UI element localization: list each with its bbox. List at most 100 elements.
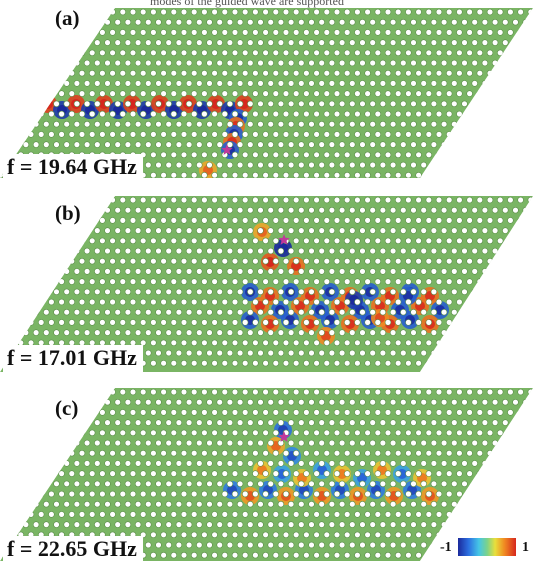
panel-b-lattice-hole (456, 237, 463, 245)
panel-c-lattice-hole (430, 460, 438, 467)
panel-b-lattice-hole (323, 196, 330, 204)
panel-b-lattice-hole (374, 298, 381, 306)
panel-b-lattice-hole (282, 298, 290, 306)
panel-c-lattice-hole (201, 409, 208, 416)
panel-a-lattice-hole (12, 19, 19, 26)
panel-c-lattice-hole (461, 460, 468, 467)
panel-b-lattice-hole (114, 268, 121, 275)
panel-a-lattice-hole (267, 19, 274, 26)
panel-c-lattice-hole (206, 399, 213, 406)
panel-b-lattice-hole (150, 258, 157, 265)
panel-c-lattice-hole (43, 460, 50, 467)
panel-b-field-core (291, 261, 301, 271)
panel-c-lattice-hole (160, 531, 167, 538)
panel-a-lattice-hole (400, 59, 407, 67)
panel-b-lattice-hole (389, 288, 397, 295)
panel-b-lattice-hole (2, 288, 9, 295)
panel-b-lattice-hole (461, 309, 468, 316)
panel-b-lattice-hole (491, 247, 499, 255)
panel-a-lattice-hole (527, 151, 533, 159)
panel-b-lattice-hole (272, 339, 279, 346)
panel-c-lattice-hole (349, 521, 356, 528)
panel-b-lattice-hole (369, 247, 376, 255)
panel-c-lattice-hole (405, 470, 412, 477)
panel-a-lattice-hole (379, 80, 387, 87)
panel-c-lattice-hole (99, 450, 106, 457)
panel-b-lattice-hole (129, 298, 137, 306)
panel-c-lattice-hole (471, 501, 478, 508)
panel-b-lattice-hole (522, 329, 529, 336)
panel-c-lattice-hole (22, 480, 30, 487)
panel-a-lattice-hole (73, 59, 81, 67)
panel-b-lattice-hole (384, 339, 392, 346)
panel-a-lattice-hole (318, 19, 325, 26)
panel-a-lattice-hole (293, 151, 300, 159)
panel-b-lattice-hole (165, 227, 172, 234)
panel-c-lattice-hole (201, 511, 208, 518)
panel-c-lattice-hole (63, 439, 70, 447)
panel-c-lattice-hole (425, 490, 432, 498)
panel-c-lattice-hole (420, 419, 427, 426)
panel-a-lattice-hole (124, 120, 132, 128)
panel-c-lattice-hole (7, 511, 14, 518)
panel-c-lattice-hole (415, 551, 422, 559)
panel-b-lattice-hole (216, 227, 223, 234)
panel-a-lattice-hole (145, 100, 152, 108)
panel-c-lattice-hole (48, 450, 55, 457)
panel-b-lattice-hole (48, 319, 55, 326)
panel-c-lattice-hole (32, 439, 40, 447)
panel-b-lattice-hole (354, 360, 361, 367)
panel-c-lattice-hole (22, 439, 30, 447)
panel-b-lattice-hole (221, 298, 229, 306)
panel-b-lattice-hole (349, 268, 356, 275)
panel-c-lattice-hole (287, 439, 295, 447)
panel-c-lattice-hole (364, 429, 371, 436)
panel-b-lattice-hole (349, 247, 356, 255)
panel-b-lattice-hole (99, 217, 106, 224)
panel-b-lattice-hole (456, 278, 463, 285)
panel-b-lattice-hole (175, 309, 183, 316)
panel-a-lattice-hole (313, 69, 320, 77)
panel-a-lattice-hole (282, 151, 290, 159)
panel-a-lattice-hole (216, 80, 223, 87)
panel-c-lattice-hole (145, 480, 152, 487)
panel-c-lattice-hole (318, 419, 325, 426)
panel-c-lattice-hole (318, 460, 325, 467)
panel-c-lattice-hole (451, 399, 458, 406)
panel-c-lattice-hole (221, 551, 229, 559)
panel-a-lattice-hole (522, 100, 529, 108)
panel-c-lattice-hole (527, 409, 533, 416)
panel-c-lattice-hole (2, 439, 9, 447)
panel-a-lattice-hole (231, 29, 239, 36)
panel-a-lattice-hole (522, 120, 529, 128)
panel-b-lattice-hole (298, 227, 305, 234)
panel-a-lattice-hole (211, 110, 218, 118)
panel-a-lattice-hole (415, 49, 422, 56)
panel-b-lattice-hole (17, 319, 24, 326)
panel-b-lattice-hole (446, 196, 453, 204)
panel-a-lattice-hole (491, 161, 499, 169)
panel-a-lattice-hole (282, 8, 290, 16)
panel-c-lattice-hole (48, 409, 55, 416)
panel-b-lattice-hole (287, 349, 295, 357)
panel-c-lattice-hole (53, 480, 60, 487)
panel-a-lattice-hole (384, 172, 392, 178)
panel-c-lattice-hole (257, 501, 264, 508)
panel-b-lattice-hole (252, 360, 259, 367)
panel-c-lattice-hole (185, 399, 193, 406)
panel-a-lattice-hole (507, 110, 514, 118)
panel-a-lattice-hole (221, 49, 229, 56)
panel-a-label: (a) (55, 6, 80, 30)
panel-b-lattice-hole (196, 268, 203, 275)
panel-c-lattice-hole (160, 490, 167, 498)
panel-b-lattice-hole (43, 207, 50, 214)
panel-a-lattice-hole (196, 141, 203, 148)
panel-c-lattice-hole (395, 490, 402, 498)
panel-a-lattice-hole (338, 39, 346, 46)
panel-b-lattice-hole (349, 349, 356, 357)
panel-a-lattice-hole (226, 19, 234, 26)
panel-b-lattice-hole (83, 247, 91, 255)
panel-c-lattice-hole (155, 460, 162, 467)
panel-b-lattice-hole (364, 339, 371, 346)
panel-a-lattice-hole (512, 39, 519, 46)
